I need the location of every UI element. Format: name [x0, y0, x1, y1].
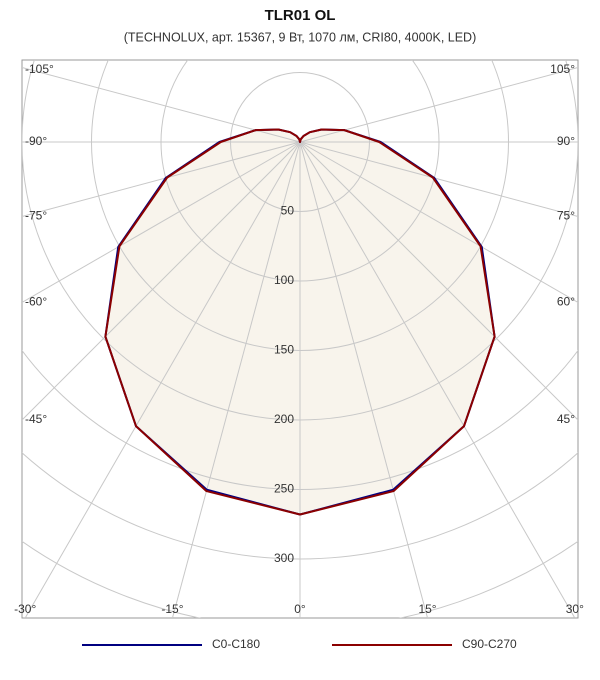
legend-label: C90-C270: [462, 637, 517, 651]
r-tick-label: 250: [274, 482, 294, 496]
r-tick-label: 300: [274, 551, 294, 565]
angle-tick-label: 105°: [550, 62, 575, 76]
grid-radial: [299, 141, 578, 421]
angle-tick-label: -45°: [25, 412, 47, 426]
grid-radial: [299, 67, 578, 143]
r-tick-label: 200: [274, 412, 294, 426]
grid-radial: [299, 141, 578, 303]
angle-tick-label: -105°: [25, 62, 54, 76]
angle-tick-label: 30°: [566, 602, 584, 616]
angle-tick-label: -90°: [25, 134, 47, 148]
angle-tick-label: 15°: [418, 602, 436, 616]
angle-tick-label: -60°: [25, 295, 47, 309]
angle-tick-label: 75°: [557, 209, 575, 223]
legend-label: C0-C180: [212, 637, 260, 651]
grid-radial: [171, 141, 301, 618]
legend: C0-C180 C90-C270: [82, 637, 517, 651]
grid-radial: [299, 141, 429, 618]
series-line: [104, 128, 496, 516]
angle-tick-label: 60°: [557, 295, 575, 309]
grid-radial: [22, 141, 301, 303]
angle-tick-label: -15°: [161, 602, 183, 616]
chart-subtitle: (TECHNOLUX, арт. 15367, 9 Вт, 1070 лм, C…: [124, 30, 477, 44]
angle-tick-label: -75°: [25, 209, 47, 223]
angle-tick-label: 90°: [557, 134, 575, 148]
r-tick-label: 100: [274, 273, 294, 287]
r-tick-label: 50: [281, 204, 295, 218]
angle-tick-label: 45°: [557, 412, 575, 426]
r-tick-label: 150: [274, 343, 294, 357]
grid-radial: [22, 141, 301, 217]
grid-radial: [299, 141, 576, 618]
chart-title: TLR01 OL: [265, 7, 336, 24]
labels: -105° -90° -75° -60° -45° -30° -15° 0° 15° 30° 45°…: [14, 62, 584, 616]
angle-tick-label: -30°: [14, 602, 36, 616]
r-tick-label: 350: [274, 621, 294, 635]
grid-radial: [22, 67, 301, 143]
grid-radial: [24, 141, 301, 618]
grid-radial: [299, 141, 578, 217]
grid-radial: [22, 141, 301, 421]
angle-tick-label: 0°: [294, 602, 306, 616]
